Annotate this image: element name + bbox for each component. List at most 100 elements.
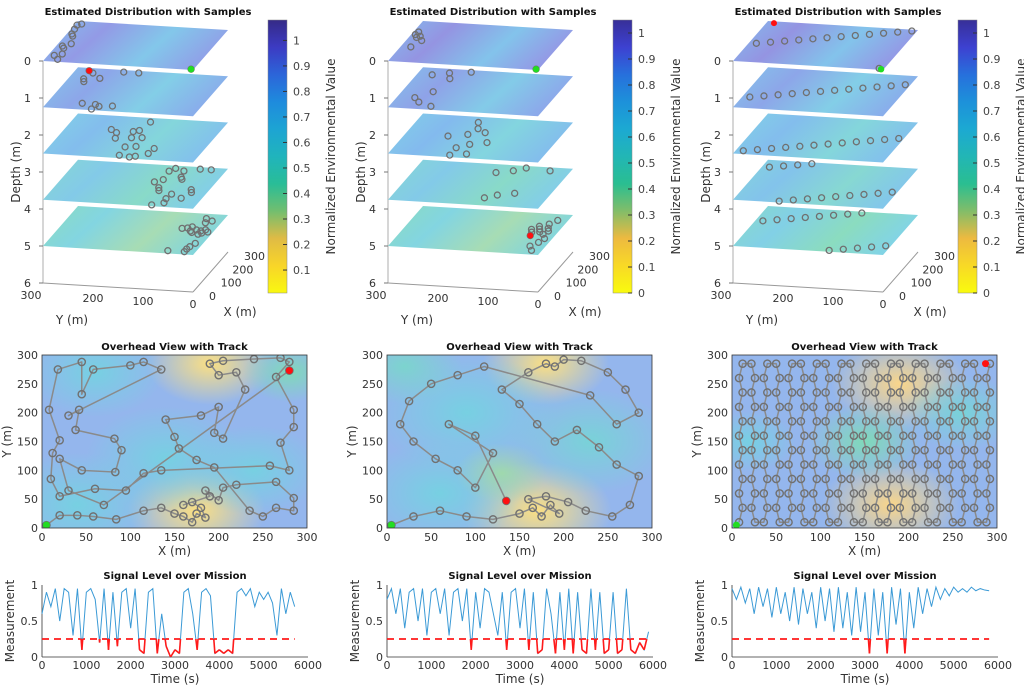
sample-marker [960, 359, 970, 368]
sample-marker [907, 431, 917, 441]
sample-marker [874, 517, 883, 527]
sample-marker [177, 173, 185, 181]
sample-marker [936, 417, 945, 426]
x-tick-label: 200 [232, 263, 253, 276]
sample-marker [812, 388, 822, 397]
sample-marker [861, 474, 871, 484]
sample-marker [948, 431, 958, 441]
y-axis-label: Y (m) [745, 313, 778, 327]
sample-marker [888, 188, 896, 196]
sample-marker [936, 503, 945, 513]
sample-marker [546, 500, 555, 510]
depth-tick-label: 5 [714, 240, 721, 253]
sample-marker [923, 373, 933, 383]
x-tick-label: 200 [898, 531, 919, 544]
sample-marker [214, 496, 223, 505]
sample-marker [802, 88, 811, 97]
signal-plot: Signal Level over Mission 0 1000 2000 3000 40… [348, 571, 667, 686]
signal-plot: Signal Level over Mission 0 1000 2000 3000 40… [3, 571, 322, 686]
sample-marker [932, 402, 942, 412]
layer-surface [388, 113, 573, 163]
sample-marker [969, 503, 979, 513]
sample-marker [545, 220, 553, 228]
y-tick-label: 0 [535, 298, 542, 311]
sample-marker [846, 191, 854, 200]
below-threshold-segment [81, 638, 84, 650]
sample-marker [907, 402, 917, 412]
sample-marker [110, 434, 119, 443]
depth-layer-3 [388, 113, 573, 163]
y-tick-label: 100 [17, 464, 38, 477]
end-marker [502, 497, 510, 505]
depth-layer-1 [733, 21, 918, 73]
x-tick-label: 3000 [506, 659, 534, 672]
depth-axis-label: Depth (m) [699, 141, 713, 202]
below-threshold-segment [137, 638, 141, 650]
x-tick-label: 100 [120, 531, 141, 544]
end-marker [285, 367, 293, 375]
x-tick-label: 0 [384, 659, 391, 672]
sample-marker [289, 506, 299, 516]
sample-marker [759, 431, 769, 441]
sample-marker [532, 419, 542, 429]
sample-marker [837, 417, 846, 426]
sample-marker [796, 388, 806, 397]
sample-marker [960, 388, 970, 397]
below-threshold-segment [178, 638, 182, 654]
sample-marker [887, 82, 895, 90]
sample-marker [824, 460, 834, 469]
sample-marker [276, 355, 285, 363]
sample-marker [541, 359, 551, 368]
sample-marker [985, 417, 995, 426]
y-tick-label: 1 [376, 579, 383, 592]
sample-marker [899, 517, 908, 527]
y-tick-label: 0 [31, 651, 38, 664]
sample-marker [932, 373, 942, 383]
sample-marker [42, 520, 51, 528]
sample-marker [77, 389, 87, 399]
depth-layer-1 [43, 20, 228, 73]
plot-title: Signal Level over Mission [103, 571, 246, 582]
sample-marker [285, 366, 294, 375]
plot-frame [731, 354, 998, 529]
sample-marker [816, 87, 825, 96]
y-tick-label: 200 [17, 407, 38, 420]
sample-marker [895, 474, 905, 484]
sample-marker [969, 445, 979, 455]
sample-marker [800, 373, 809, 383]
sample-marker [462, 512, 471, 521]
sample-marker [174, 444, 184, 453]
sample-marker [838, 139, 846, 147]
sample-marker [734, 402, 744, 412]
sample-marker [796, 417, 806, 426]
below-threshold-segment [634, 642, 641, 654]
sample-marker [784, 373, 793, 383]
sample-marker [192, 455, 201, 465]
colorbar-tick-label: 0.1 [293, 264, 311, 277]
sample-marker [746, 93, 754, 101]
sample-marker [150, 144, 158, 153]
y-tick-label: 300 [366, 289, 387, 302]
x-tick-label: 250 [252, 531, 273, 544]
sample-marker [982, 431, 991, 441]
sample-marker [879, 29, 888, 37]
below-threshold-segment [223, 649, 229, 655]
y-tick-label: 50 [714, 493, 728, 506]
sample-marker [886, 474, 896, 484]
below-threshold-segment [164, 638, 167, 647]
below-threshold-segment [607, 638, 611, 650]
below-threshold-segment [563, 638, 566, 650]
depth-layer-2 [733, 67, 918, 117]
sample-marker [80, 75, 88, 83]
sample-marker [120, 68, 128, 76]
below-threshold-segment [602, 638, 606, 654]
sample-marker [535, 225, 544, 233]
plot-title: Signal Level over Mission [793, 571, 936, 582]
sample-marker [982, 460, 991, 469]
sample-marker [170, 509, 179, 518]
sample-marker [180, 167, 188, 175]
layer-surface [43, 21, 228, 70]
sample-marker [870, 417, 880, 426]
sample-marker [577, 356, 586, 366]
sample-marker [178, 224, 186, 233]
